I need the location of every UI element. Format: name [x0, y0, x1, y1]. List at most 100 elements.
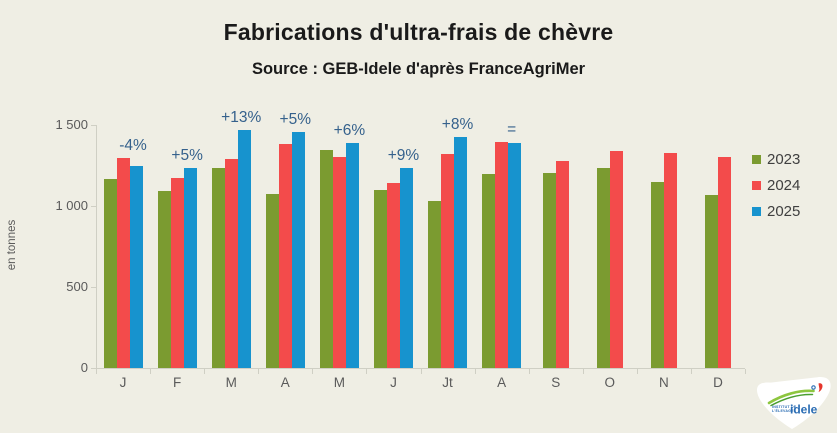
x-tick-label-O: O [604, 375, 616, 390]
logo-red-flame-icon [818, 383, 823, 393]
y-tick-mark [91, 125, 96, 126]
bar-2025-A [291, 132, 305, 368]
logo-blue-dot-icon [811, 385, 816, 390]
x-tick-label-A: A [497, 375, 507, 390]
x-tick-mark [528, 369, 530, 374]
x-tick-label-F: F [172, 375, 182, 390]
y-tick-label: 0 [80, 360, 88, 375]
x-tick-mark [258, 369, 260, 374]
x-tick-label-N: N [658, 375, 669, 390]
x-tick-mark [366, 369, 368, 374]
bar-group-F-1 [150, 125, 204, 368]
bar-2024-J [386, 183, 400, 368]
x-tick-mark [582, 369, 584, 374]
bar-2023-F [157, 191, 171, 368]
y-tick-mark [91, 368, 96, 369]
bar-2025-J [129, 165, 143, 368]
bar-2023-D [704, 195, 718, 368]
annotation-A: +5% [279, 111, 312, 129]
annotation-M: +6% [333, 121, 366, 139]
x-tick-label-S: S [551, 375, 561, 390]
bar-group-M-2 [204, 125, 258, 368]
logo-swoosh-dark-icon [770, 393, 814, 407]
x-tick-mark [690, 369, 692, 374]
x-tick-mark [474, 369, 476, 374]
legend-swatch-icon [752, 206, 761, 216]
bar-2025-F [183, 168, 197, 368]
legend-item-2025: 2025 [752, 201, 800, 221]
legend-label: 2024 [767, 176, 801, 194]
y-axis-title: en tonnes [6, 219, 18, 271]
bar-2023-A [265, 193, 279, 368]
chart-title: Fabrications d'ultra-frais de chèvre [223, 19, 614, 45]
bar-2025-Jt [454, 137, 468, 368]
bar-2023-S [542, 172, 556, 368]
x-tick-mark [96, 369, 97, 374]
annotation-F: +5% [171, 147, 203, 165]
annotation-A: = [507, 121, 517, 138]
annotation-J: +9% [387, 146, 420, 164]
y-axis-line [96, 125, 97, 373]
bar-group-Jt-6 [421, 125, 475, 368]
bar-2024-J [116, 158, 130, 368]
bar-2023-N [650, 181, 664, 368]
legend-label: 2023 [767, 150, 801, 168]
bar-2024-Jt [441, 154, 455, 368]
bar-2025-M [345, 142, 359, 368]
bar-2023-J [103, 179, 117, 368]
x-tick-mark [745, 369, 746, 374]
y-tick-label: 1 500 [55, 117, 88, 132]
x-tick-mark [312, 369, 314, 374]
x-tick-label-A: A [280, 375, 290, 390]
bar-group-M-4 [312, 125, 366, 368]
bar-group-N-10 [637, 125, 691, 368]
bar-2023-J [373, 189, 387, 368]
bar-2025-A [508, 142, 522, 368]
y-tick-mark [91, 287, 96, 288]
logo-brand: idele [790, 403, 818, 417]
bar-group-A-7 [475, 125, 529, 368]
legend: 2023 2024 2025 [752, 149, 800, 227]
x-tick-label-J: J [390, 375, 397, 390]
logo-institute-line1: INSTITUT DE [772, 405, 797, 409]
annotation-J: -4% [119, 137, 147, 155]
y-tick-label: 500 [66, 279, 88, 294]
bar-2025-M [237, 130, 251, 368]
bar-2023-A [482, 173, 496, 368]
bar-2024-S [555, 160, 569, 368]
x-tick-mark [420, 369, 422, 374]
bar-2024-D [717, 157, 731, 368]
bar-2024-M [332, 156, 346, 368]
logo-swoosh-light-icon [767, 389, 815, 405]
y-tick-mark [91, 206, 96, 207]
annotation-Jt: +8% [441, 116, 474, 134]
bar-2024-O [609, 150, 623, 368]
x-tick-mark [204, 369, 206, 374]
y-tick-label: 1 000 [55, 198, 88, 213]
x-tick-mark [636, 369, 638, 374]
bar-group-O-9 [583, 125, 637, 368]
x-tick-mark [150, 369, 152, 374]
bar-2023-Jt [428, 201, 442, 368]
legend-label: 2025 [767, 202, 801, 220]
logo-institute-line2: L'ÉLEVAGE [772, 408, 794, 413]
bar-group-J-5 [366, 125, 420, 368]
x-tick-label-Jt: Jt [442, 375, 453, 390]
bar-2024-F [170, 177, 184, 368]
bar-2023-M [319, 150, 333, 368]
bar-2024-A [278, 143, 292, 368]
legend-swatch-icon [752, 154, 761, 164]
bar-group-A-3 [258, 125, 312, 368]
bar-group-D-11 [691, 125, 745, 368]
legend-item-2023: 2023 [752, 149, 800, 169]
bar-2024-A [495, 142, 509, 368]
bar-2023-M [211, 167, 225, 368]
x-tick-label-M: M [333, 375, 345, 390]
x-tick-label-M: M [225, 375, 237, 390]
bar-2024-M [224, 159, 238, 368]
annotation-M: +13% [221, 109, 262, 127]
chart-subtitle: Source : GEB-Idele d'après FranceAgriMer [251, 60, 586, 78]
bar-group-J-0 [96, 125, 150, 368]
bar-2025-J [399, 167, 413, 368]
